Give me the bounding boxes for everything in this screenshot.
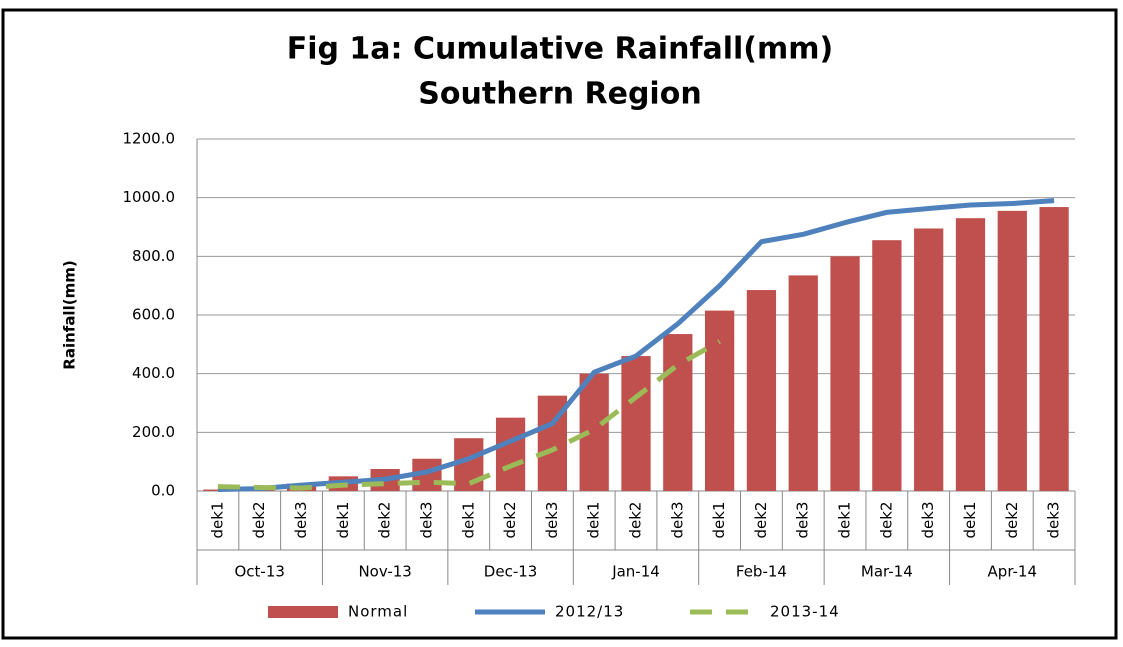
- line: [217, 339, 721, 491]
- x-tick-label: dek1: [961, 502, 979, 539]
- group-label: Oct-13: [234, 563, 284, 581]
- legend-swatch: [268, 606, 338, 618]
- x-tick-label: dek3: [919, 502, 937, 539]
- x-tick-label: dek2: [1003, 502, 1021, 539]
- bar: [997, 210, 1027, 491]
- bar: [830, 256, 860, 491]
- bar: [1039, 207, 1069, 491]
- line: [217, 198, 1055, 493]
- bar: [746, 290, 777, 491]
- x-tick-label: dek2: [752, 502, 770, 539]
- bar: [788, 275, 818, 491]
- bar: [203, 489, 233, 491]
- x-tick-label: dek1: [459, 502, 477, 539]
- y-axis-label: Rainfall(mm): [61, 260, 79, 369]
- chart-subtitle: Southern Region: [418, 77, 701, 112]
- y-tick-label: 0.0: [151, 482, 175, 500]
- x-tick-label: dek3: [417, 502, 435, 539]
- x-tick-label: dek2: [250, 502, 268, 539]
- x-tick-label: dek1: [334, 502, 352, 539]
- group-label: Mar-14: [861, 563, 913, 581]
- y-tick-label: 800.0: [132, 247, 175, 265]
- legend-label: 2013-14: [770, 603, 840, 621]
- y-tick-label: 600.0: [132, 306, 175, 324]
- group-label: Jan-14: [611, 563, 660, 581]
- x-tick-label: dek1: [208, 502, 226, 539]
- group-label: Feb-14: [736, 563, 787, 581]
- y-tick-label: 400.0: [132, 364, 175, 382]
- y-tick-label: 200.0: [132, 423, 175, 441]
- y-tick-label: 1000.0: [123, 188, 176, 206]
- group-label: Apr-14: [988, 563, 1038, 581]
- legend-label: 2012/13: [555, 603, 624, 621]
- x-tick-label: dek1: [710, 502, 728, 539]
- x-tick-label: dek2: [627, 502, 645, 539]
- x-tick-label: dek2: [877, 502, 895, 539]
- x-tick-label: dek3: [543, 502, 561, 539]
- x-tick-label: dek3: [668, 502, 686, 539]
- x-tick-label: dek3: [292, 502, 310, 539]
- x-tick-label: dek2: [376, 502, 394, 539]
- legend-label: Normal: [348, 603, 408, 621]
- group-label: Dec-13: [484, 563, 538, 581]
- x-tick-label: dek2: [501, 502, 519, 539]
- bar: [704, 310, 735, 491]
- x-tick-label: dek1: [585, 502, 603, 539]
- bar: [621, 356, 651, 491]
- chart-title: Fig 1a: Cumulative Rainfall(mm): [287, 32, 834, 67]
- bar: [872, 240, 902, 491]
- x-tick-label: dek1: [836, 502, 854, 539]
- bar: [955, 218, 986, 491]
- x-tick-label: dek3: [1045, 502, 1063, 539]
- frame: [1, 8, 1118, 640]
- bar: [454, 438, 484, 491]
- x-tick-label: dek3: [794, 502, 812, 539]
- group-label: Nov-13: [358, 563, 411, 581]
- y-tick-label: 1200.0: [123, 130, 176, 148]
- bar: [914, 228, 944, 491]
- bar: [495, 417, 526, 491]
